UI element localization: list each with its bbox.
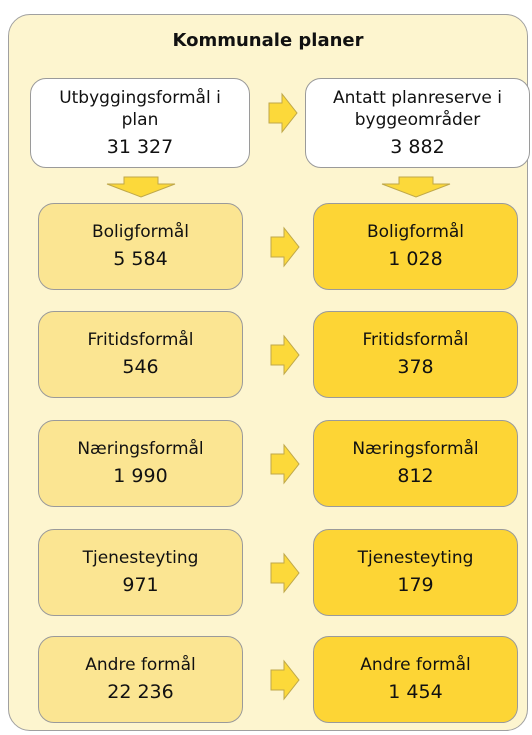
arrow <box>270 552 300 594</box>
node-label: Fritidsformål <box>362 330 469 351</box>
node-value: 31 327 <box>106 135 174 158</box>
node: Andre formål 22 236 <box>38 636 243 723</box>
node-label: Fritidsformål <box>87 330 194 351</box>
node-value: 546 <box>122 356 159 379</box>
node: Boligformål 1 028 <box>313 203 518 290</box>
node-label: Andre formål <box>85 655 196 676</box>
node-label: Tjenesteyting <box>357 548 474 569</box>
node-value: 1 454 <box>388 681 443 704</box>
node-value: 5 584 <box>113 248 168 271</box>
arrow <box>381 176 451 198</box>
node-value: 3 882 <box>390 135 445 158</box>
node-value: 1 028 <box>388 248 443 271</box>
node: Antatt planreserve i byggeområder 3 882 <box>305 78 530 168</box>
node: Fritidsformål 546 <box>38 311 243 398</box>
node-label: Boligformål <box>91 222 190 243</box>
arrow <box>270 659 300 701</box>
node: Tjenesteyting 971 <box>38 529 243 616</box>
node: Boligformål 5 584 <box>38 203 243 290</box>
node-value: 812 <box>397 465 434 488</box>
node: Tjenesteyting 179 <box>313 529 518 616</box>
node: Fritidsformål 378 <box>313 311 518 398</box>
node: Utbyggingsformål i plan 31 327 <box>30 78 250 168</box>
node-value: 179 <box>397 574 434 597</box>
node: Næringsformål 812 <box>313 420 518 507</box>
node-value: 22 236 <box>107 681 174 704</box>
node: Andre formål 1 454 <box>313 636 518 723</box>
node-label: Tjenesteyting <box>82 548 199 569</box>
arrow <box>106 176 176 198</box>
node: Næringsformål 1 990 <box>38 420 243 507</box>
node-value: 378 <box>397 356 434 379</box>
node-label: Andre formål <box>360 655 471 676</box>
node-label: Boligformål <box>366 222 465 243</box>
node-value: 1 990 <box>113 465 168 488</box>
arrow <box>270 226 300 268</box>
node-label: Antatt planreserve i byggeområder <box>333 87 502 130</box>
arrow <box>270 334 300 376</box>
node-label: Utbyggingsformål i plan <box>59 87 221 130</box>
arrow <box>270 443 300 485</box>
node-label: Næringsformål <box>352 439 479 460</box>
node-label: Næringsformål <box>77 439 204 460</box>
node-value: 971 <box>122 574 159 597</box>
arrow <box>268 92 298 134</box>
title: Kommunale planer <box>172 30 364 51</box>
